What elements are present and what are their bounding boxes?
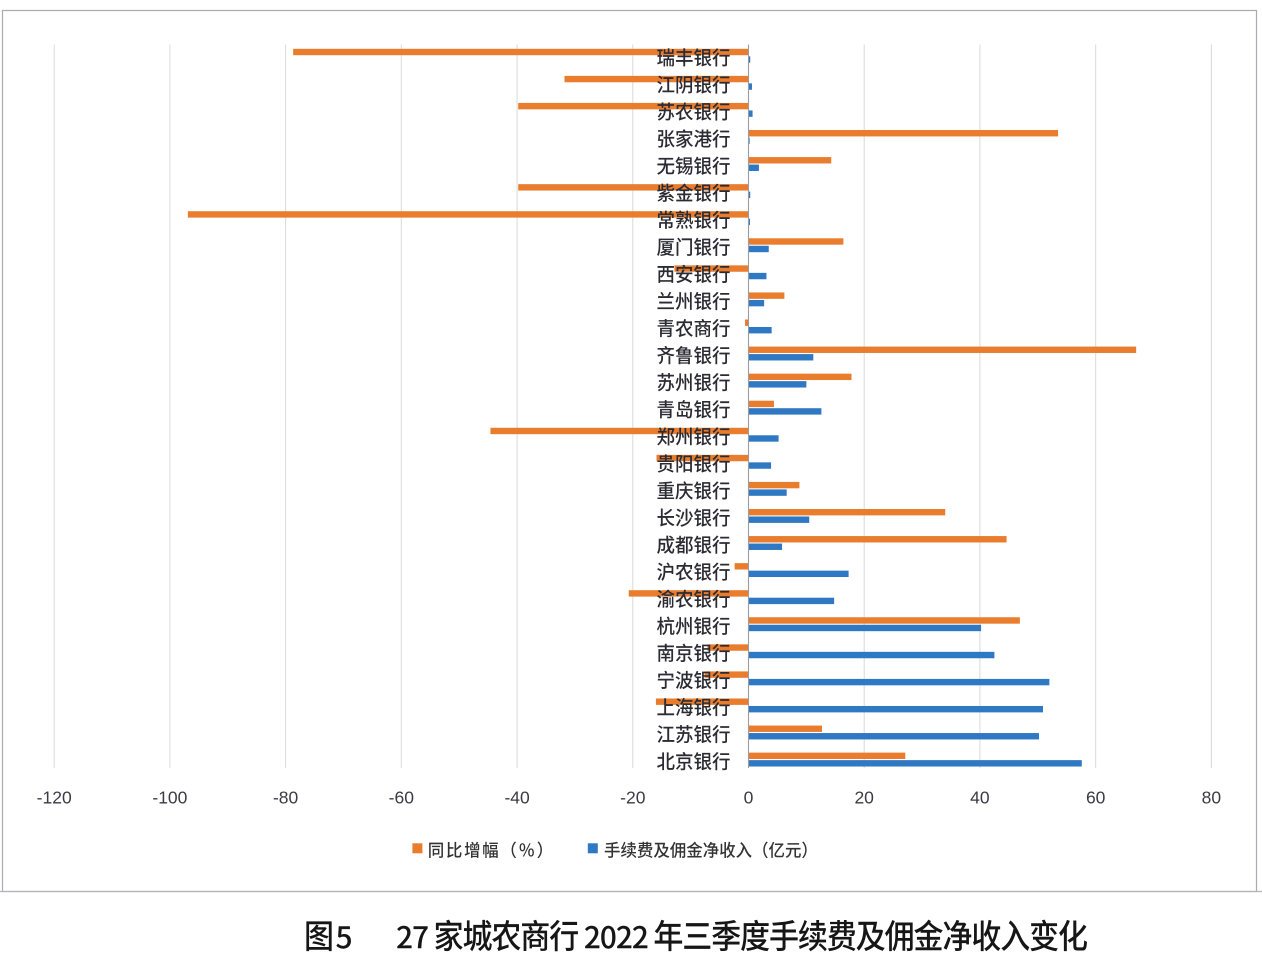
svg-text:80: 80 (1202, 788, 1222, 808)
svg-text:-100: -100 (152, 788, 187, 808)
svg-text:-120: -120 (37, 788, 72, 808)
svg-text:60: 60 (1086, 788, 1106, 808)
svg-text:0: 0 (744, 788, 754, 808)
svg-text:-40: -40 (504, 788, 530, 808)
svg-text:40: 40 (970, 788, 990, 808)
svg-text:-60: -60 (389, 788, 415, 808)
svg-text:-80: -80 (273, 788, 299, 808)
svg-text:20: 20 (854, 788, 874, 808)
svg-text:-20: -20 (620, 788, 646, 808)
